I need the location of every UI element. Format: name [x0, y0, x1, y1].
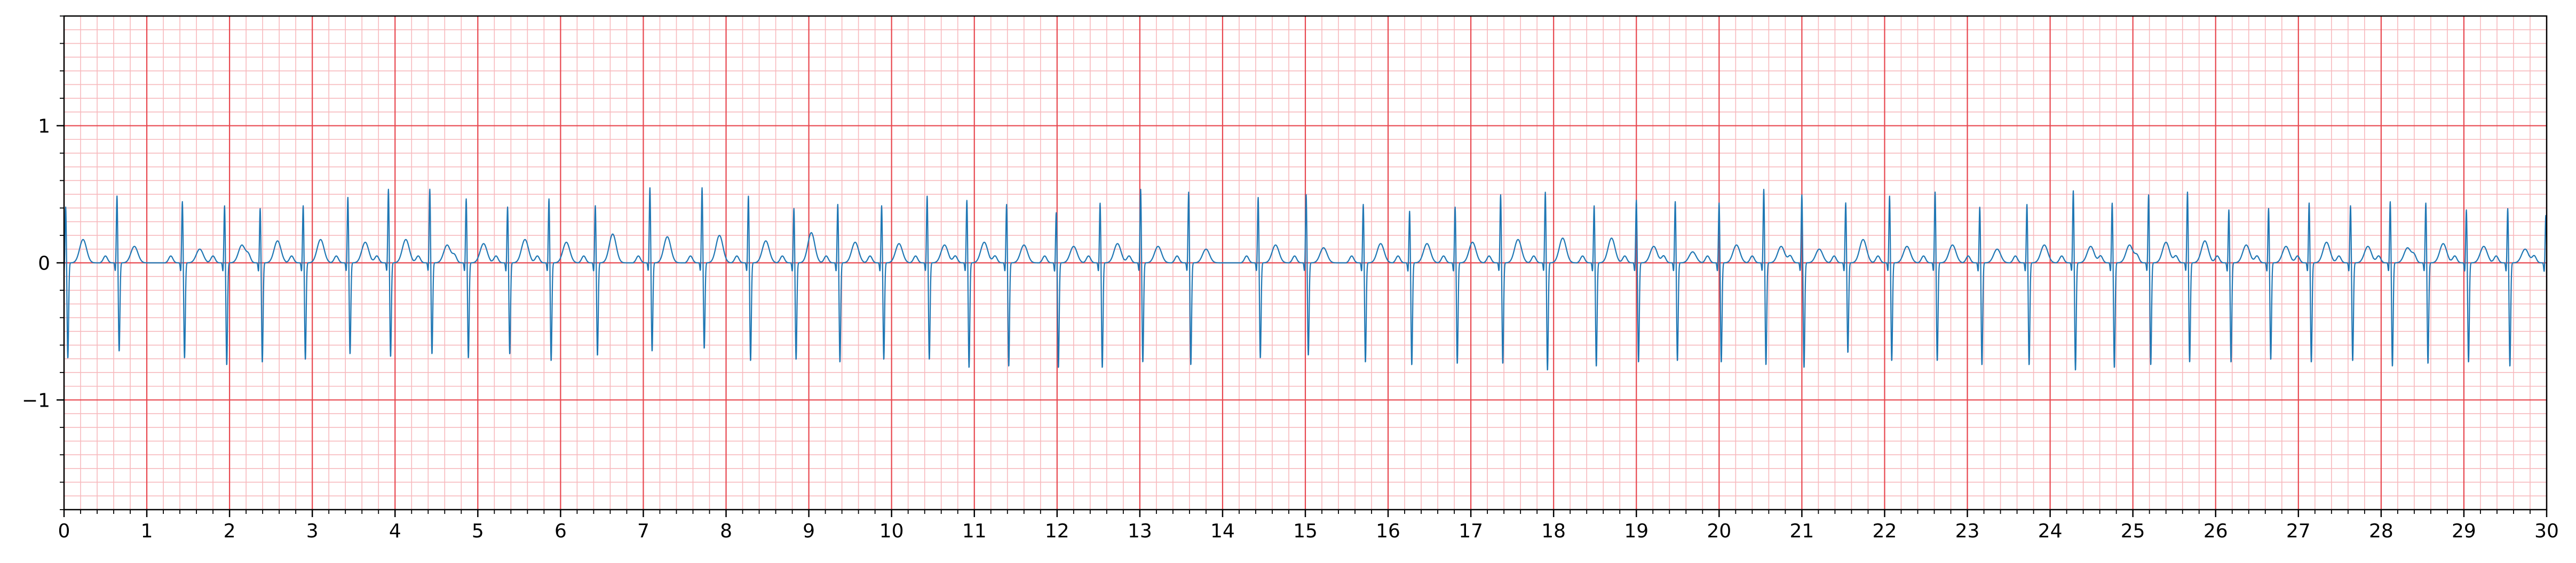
- signal-layer: [63, 187, 2548, 371]
- x-tick-label: 23: [1955, 520, 1980, 542]
- x-tick-label: 20: [1707, 520, 1731, 542]
- x-tick-label: 13: [1128, 520, 1152, 542]
- x-tick-label: 18: [1541, 520, 1566, 542]
- y-axis: −1 0 1: [22, 15, 64, 510]
- x-tick-label: 30: [2534, 520, 2559, 542]
- x-tick-label: 24: [2038, 520, 2063, 542]
- x-tick-label: 19: [1624, 520, 1648, 542]
- x-tick-label: 15: [1293, 520, 1318, 542]
- x-tick-label: 11: [962, 520, 987, 542]
- x-tick-label: 4: [389, 520, 401, 542]
- x-tick-label: 29: [2452, 520, 2476, 542]
- x-tick-label: 6: [554, 520, 567, 542]
- x-tick-label: 17: [1459, 520, 1483, 542]
- x-tick-label: 5: [472, 520, 484, 542]
- x-tick-label: 10: [879, 520, 904, 542]
- y-tick-label: −1: [22, 390, 50, 411]
- x-tick-label: 28: [2369, 520, 2393, 542]
- x-tick-label: 16: [1376, 520, 1400, 542]
- y-tick-label: 0: [38, 253, 50, 275]
- x-tick-label: 14: [1210, 520, 1235, 542]
- y-tick-label: 1: [38, 116, 50, 138]
- x-tick-label: 22: [1873, 520, 1897, 542]
- x-tick-label: 1: [141, 520, 153, 542]
- x-tick-label: 3: [306, 520, 319, 542]
- x-tick-label: 8: [720, 520, 732, 542]
- x-tick-label: 0: [58, 520, 70, 542]
- x-tick-label: 12: [1045, 520, 1069, 542]
- x-tick-label: 26: [2204, 520, 2228, 542]
- x-tick-label: 21: [1789, 520, 1814, 542]
- x-tick-label: 27: [2286, 520, 2311, 542]
- x-tick-label: 9: [803, 520, 815, 542]
- ecg-signal-line: [63, 187, 2548, 371]
- x-tick-label: 7: [637, 520, 649, 542]
- x-tick-label: 2: [224, 520, 236, 542]
- x-axis: 0 1 2 3 4 5 6 7 8 9 10 11 12 13 14 15 16 17 18 19 20 21 22 23 24…: [58, 510, 2559, 542]
- x-tick-label: 25: [2121, 520, 2145, 542]
